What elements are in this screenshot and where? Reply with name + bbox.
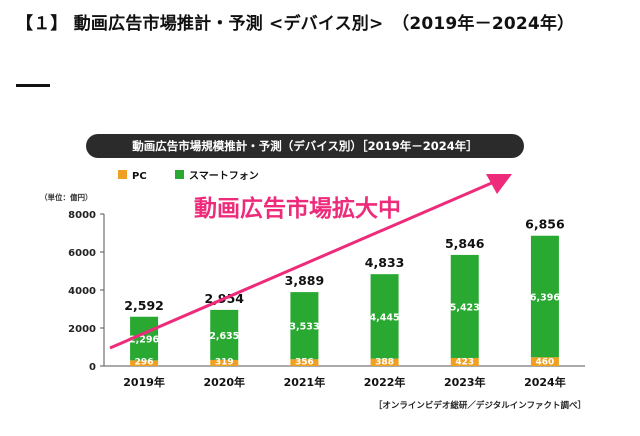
bar-pc: [450, 357, 479, 366]
bar-label-smartphone: 2,296: [129, 335, 159, 346]
x-tick-label: 2020年: [203, 375, 245, 389]
bar-total-label: 5,846: [445, 236, 485, 251]
growth-annotation: 動画広告市場拡大中: [194, 195, 401, 222]
bar-label-smartphone: 2,635: [209, 331, 239, 342]
bar-smartphone: [370, 274, 399, 359]
bar-total-label: 2,592: [124, 298, 164, 313]
growth-arrow: [109, 174, 512, 350]
bar-smartphone: [290, 292, 319, 360]
bar-pc: [370, 358, 399, 366]
bar-label-smartphone: 3,533: [289, 322, 319, 333]
y-axis: 0 2000 4000 6000 8000: [68, 210, 585, 373]
x-tick-label: 2019年: [123, 375, 165, 389]
y-tick-label: 6000: [68, 248, 96, 259]
bar-total-label: 4,833: [365, 255, 405, 270]
bar-label-pc: 460: [536, 358, 555, 368]
bar-label-pc: 296: [135, 358, 154, 368]
source-note: ［オンラインビデオ総研／デジタルインファクト調べ］: [373, 401, 586, 411]
y-tick-label: 8000: [68, 210, 96, 221]
y-tick-label: 4000: [68, 286, 96, 297]
y-tick-label: 2000: [68, 324, 96, 335]
bar-smartphone: [450, 254, 479, 358]
bar-label-smartphone: 4,445: [370, 312, 400, 323]
page-heading: 【１】 動画広告市場推計・予測 <デバイス別> （2019年－2024年）: [16, 14, 575, 34]
chart-title-banner: 動画広告市場規模推計・予測（デバイス別）［2019年－2024年］: [86, 134, 524, 158]
bars: 2962,2962,5922019年3192,6352,9542020年3563…: [123, 217, 565, 389]
bar-label-pc: 388: [375, 358, 394, 368]
bar-label-pc: 356: [295, 358, 314, 368]
x-tick-label: 2021年: [284, 375, 326, 389]
bar-total-label: 3,889: [285, 273, 325, 288]
stacked-bar-chart: PC スマートフォン （単位：億円） 0 2000 4000 6000 8000 296 2…: [40, 170, 585, 389]
legend-label-1: スマートフォン: [189, 170, 259, 182]
y-axis-unit-label: （単位：億円）: [40, 192, 93, 202]
arrow-head: [486, 174, 512, 194]
bar-pc: [130, 360, 159, 366]
heading-underline: [16, 84, 50, 87]
legend-swatch-1: [175, 170, 184, 179]
bar-label-smartphone: 5,423: [450, 302, 480, 313]
legend-label-0: PC: [132, 171, 147, 182]
bar-smartphone: [530, 235, 559, 358]
bar-label-pc: 423: [455, 358, 474, 368]
arrow-shaft: [109, 180, 495, 350]
x-tick-label: 2023年: [444, 375, 486, 389]
bar-label-pc: 319: [215, 358, 234, 368]
chart-legend: PC スマートフォン: [118, 170, 259, 182]
bar-smartphone: [210, 309, 239, 360]
bar-pc: [530, 357, 559, 366]
x-tick-label: 2024年: [524, 375, 566, 389]
x-tick-label: 2022年: [364, 375, 406, 389]
bar-pc: [290, 359, 319, 366]
y-tick-label: 0: [89, 362, 96, 373]
bar-pc: [210, 359, 239, 366]
legend-swatch-0: [118, 170, 127, 179]
bar-total-label: 6,856: [525, 217, 565, 232]
bar-label-smartphone: 6,396: [530, 292, 560, 303]
